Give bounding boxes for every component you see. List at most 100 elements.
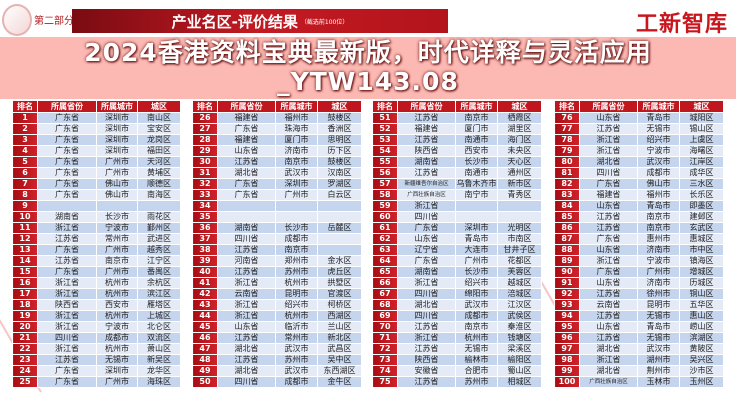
rank-cell: 30 [192, 156, 218, 168]
rank-cell: 78 [554, 134, 580, 146]
city-cell: 长沙市 [275, 222, 318, 234]
rank-cell: 31 [192, 167, 218, 179]
rank-cell: 57 [372, 178, 398, 190]
city-cell: 大连市 [455, 244, 498, 256]
district-cell: 秦淮区 [497, 321, 542, 333]
province-cell: 四川省 [37, 332, 97, 344]
table-row: 26 福建省 福州市 鼓楼区 [192, 112, 362, 124]
province-cell [37, 200, 97, 212]
rank-cell: 49 [192, 365, 218, 377]
district-cell: 新北区 [317, 332, 362, 344]
table-row: 16 浙江省 杭州市 余杭区 [12, 277, 181, 289]
district-cell: 拱墅区 [317, 277, 362, 289]
district-cell: 鼓楼区 [317, 156, 362, 168]
province-cell: 广东省 [37, 266, 97, 278]
city-cell: 昆明市 [637, 299, 680, 311]
rank-cell: 95 [554, 321, 580, 333]
rank-cell: 73 [372, 354, 398, 366]
district-cell: 武侯区 [497, 310, 542, 322]
rank-cell: 69 [372, 310, 398, 322]
table-row: 64 广东省 广州市 花都区 [372, 255, 542, 267]
province-cell: 江苏省 [217, 156, 276, 168]
district-cell: 海门区 [497, 134, 542, 146]
district-cell: 天河区 [137, 156, 181, 168]
city-cell: 成都市 [275, 376, 318, 388]
column-header: 城区 [679, 100, 724, 113]
city-cell: 杭州市 [96, 288, 138, 300]
rank-cell: 46 [192, 332, 218, 344]
table-row: 21 四川省 成都市 双流区 [12, 332, 181, 344]
district-cell: 萧山区 [137, 343, 181, 355]
overlay-title-line2: _YTW143.08 [277, 67, 459, 96]
column-header: 所属省份 [37, 100, 97, 113]
city-cell: 长沙市 [96, 211, 138, 223]
province-cell: 江苏省 [579, 288, 638, 300]
table-row: 51 江苏省 南京市 栖霞区 [372, 112, 542, 124]
province-cell: 浙江省 [37, 343, 97, 355]
table-row: 79 浙江省 宁波市 海曙区 [554, 145, 724, 157]
overlay-title-line1: 2024香港资料宝典最新版，时代详释与灵活应用 [84, 38, 652, 67]
province-cell: 四川省 [397, 288, 456, 300]
ranking-table: 排名 所属省份 所属城市 城区 26 福建省 福州市 鼓楼区 27 广东省 珠海市 香洲区 28 福建省厦… [192, 100, 362, 388]
city-cell: 常州市 [96, 233, 138, 245]
city-cell: 广州市 [96, 376, 138, 388]
table-row: 91 山东省 济南市 历城区 [554, 277, 724, 289]
rank-cell: 21 [12, 332, 38, 344]
table-row: 47 湖北省 武汉市 武昌区 [192, 343, 362, 355]
district-cell: 新市区 [497, 178, 542, 190]
table-row: 9 [12, 200, 181, 212]
rank-cell: 24 [12, 365, 38, 377]
district-cell: 金牛区 [317, 376, 362, 388]
city-cell: 西安市 [96, 299, 138, 311]
province-cell: 广东省 [397, 255, 456, 267]
district-cell: 市南区 [497, 233, 542, 245]
city-cell: 深圳市 [96, 145, 138, 157]
table-row: 58 广西壮族自治区 南宁市 青秀区 [372, 189, 542, 201]
province-cell: 山东省 [579, 321, 638, 333]
rank-cell: 100 [554, 376, 580, 388]
province-cell: 湖北省 [579, 343, 638, 355]
rank-cell: 65 [372, 266, 398, 278]
district-cell: 武进区 [137, 233, 181, 245]
city-cell: 杭州市 [275, 277, 318, 289]
table-row: 95 山东省 青岛市 崂山区 [554, 321, 724, 333]
province-cell: 江苏省 [37, 255, 97, 267]
section-label: 第二部分 [34, 16, 74, 27]
province-cell: 湖南省 [217, 222, 276, 234]
city-cell: 青岛市 [637, 112, 680, 124]
province-cell: 湖北省 [579, 156, 638, 168]
city-cell: 成都市 [275, 233, 318, 245]
province-cell: 浙江省 [37, 310, 97, 322]
district-cell: 南山区 [137, 112, 181, 124]
city-cell [275, 211, 318, 223]
province-cell: 浙江省 [37, 321, 97, 333]
province-cell: 江苏省 [37, 233, 97, 245]
brand-logo: 工新智库 [635, 12, 728, 37]
city-cell: 深圳市 [96, 112, 138, 124]
province-cell: 福建省 [217, 134, 276, 146]
rank-cell: 56 [372, 167, 398, 179]
province-cell: 陕西省 [397, 145, 456, 157]
province-cell: 浙江省 [397, 277, 456, 289]
province-cell: 湖北省 [217, 365, 276, 377]
city-cell: 福州市 [637, 189, 680, 201]
rank-cell: 41 [192, 277, 218, 289]
title-banner: 产业名区-评价结果 （截选前100位） [72, 9, 448, 33]
city-cell: 临沂市 [275, 321, 318, 333]
province-cell: 山东省 [217, 145, 276, 157]
district-cell [317, 244, 362, 256]
district-cell: 东西湖区 [317, 365, 362, 377]
column-header: 所属省份 [217, 100, 276, 113]
rank-cell: 43 [192, 299, 218, 311]
rank-cell: 12 [12, 233, 38, 245]
rank-cell: 20 [12, 321, 38, 333]
city-cell: 无锡市 [96, 354, 138, 366]
district-cell: 芙蓉区 [497, 266, 542, 278]
city-cell: 广州市 [96, 266, 138, 278]
province-cell: 江苏省 [579, 211, 638, 223]
city-cell: 杭州市 [275, 310, 318, 322]
province-cell: 广东省 [37, 178, 97, 190]
table-row: 98 浙江省 湖州市 吴兴区 [554, 354, 724, 366]
table-header: 排名 所属省份 所属城市 城区 [372, 100, 542, 113]
city-cell: 南京市 [96, 255, 138, 267]
